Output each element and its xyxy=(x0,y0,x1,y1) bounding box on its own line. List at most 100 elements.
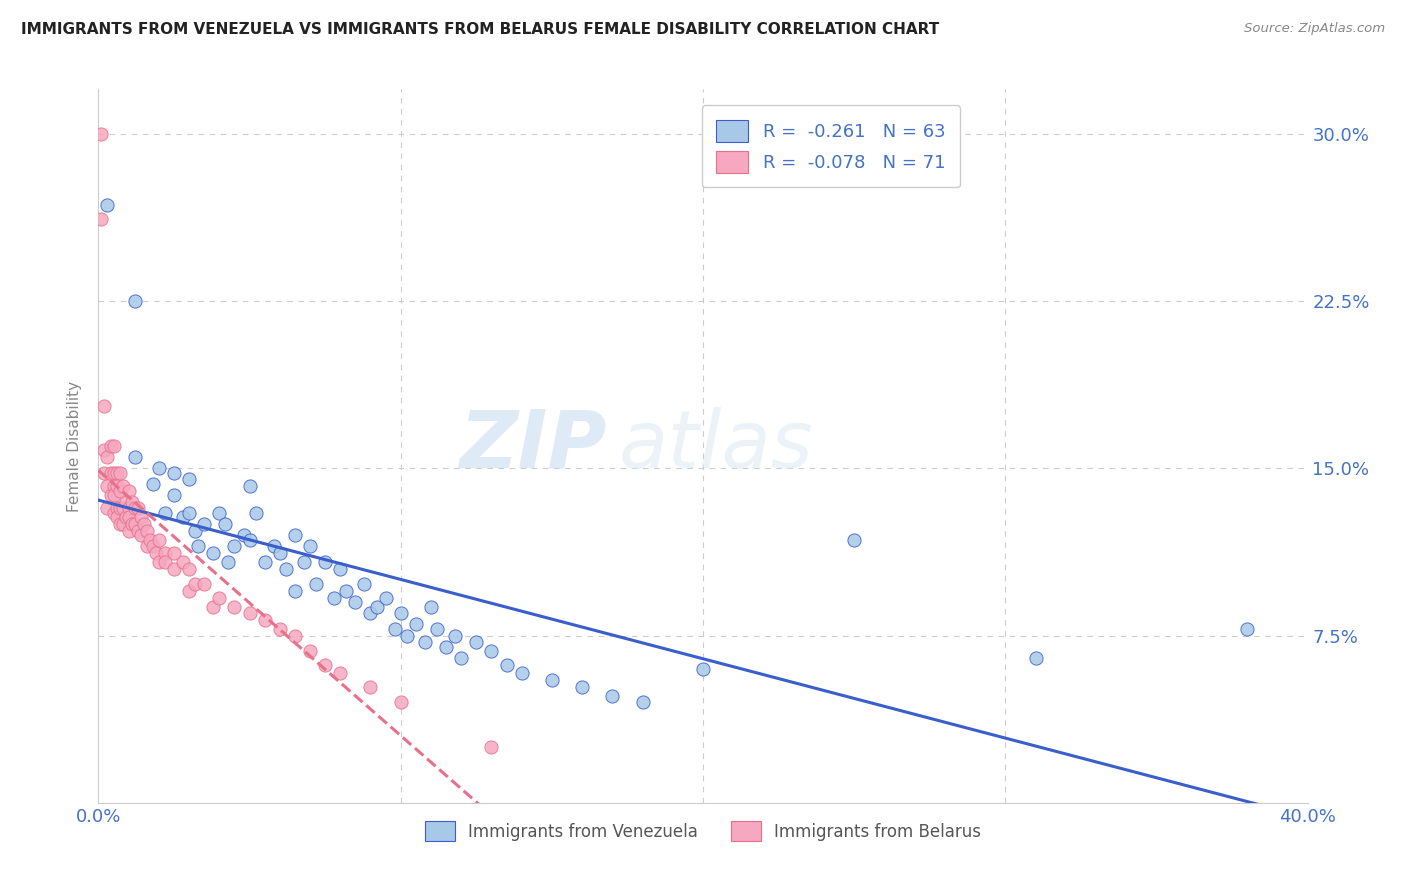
Point xyxy=(179,506,201,520)
Point xyxy=(426,622,449,636)
Point xyxy=(299,539,322,553)
Point xyxy=(129,510,152,524)
Point xyxy=(129,528,152,542)
Point xyxy=(124,501,146,516)
Point xyxy=(413,635,436,649)
Point xyxy=(111,501,134,516)
Point xyxy=(360,607,382,621)
Point xyxy=(232,528,254,542)
Point xyxy=(344,595,367,609)
Point xyxy=(389,607,412,621)
Point xyxy=(202,546,225,560)
Point xyxy=(163,562,186,576)
Point xyxy=(142,476,165,491)
Text: atlas: atlas xyxy=(619,407,813,485)
Point xyxy=(90,127,112,141)
Point xyxy=(269,546,291,560)
Point xyxy=(389,696,412,710)
Point xyxy=(93,443,115,458)
Point xyxy=(1024,651,1046,665)
Point xyxy=(172,510,194,524)
Point xyxy=(121,494,143,508)
Point xyxy=(284,583,307,598)
Point xyxy=(253,555,276,569)
Point xyxy=(263,539,285,553)
Y-axis label: Female Disability: Female Disability xyxy=(67,380,83,512)
Point xyxy=(434,640,457,654)
Point xyxy=(269,622,291,636)
Point xyxy=(105,479,128,493)
Point xyxy=(153,546,176,560)
Point xyxy=(314,657,336,672)
Point xyxy=(93,399,115,413)
Point xyxy=(465,635,488,649)
Point xyxy=(844,533,866,547)
Point xyxy=(100,466,122,480)
Text: ZIP: ZIP xyxy=(458,407,606,485)
Point xyxy=(253,613,276,627)
Point xyxy=(179,583,201,598)
Point xyxy=(335,583,357,598)
Point xyxy=(135,539,157,553)
Point xyxy=(450,651,472,665)
Point xyxy=(1236,622,1258,636)
Point xyxy=(108,466,131,480)
Point xyxy=(148,555,170,569)
Point xyxy=(284,528,307,542)
Point xyxy=(93,466,115,480)
Point xyxy=(540,673,562,687)
Point xyxy=(111,516,134,531)
Point xyxy=(118,483,141,498)
Point xyxy=(481,740,503,755)
Point xyxy=(90,211,112,226)
Point xyxy=(105,501,128,516)
Point xyxy=(121,516,143,531)
Point xyxy=(193,577,215,591)
Point xyxy=(108,501,131,516)
Point xyxy=(100,488,122,502)
Point xyxy=(96,501,118,516)
Point xyxy=(96,479,118,493)
Point xyxy=(224,539,246,553)
Point xyxy=(179,473,201,487)
Point xyxy=(602,689,624,703)
Point xyxy=(184,577,207,591)
Point xyxy=(132,516,155,531)
Point xyxy=(202,599,225,614)
Point xyxy=(692,662,714,676)
Point xyxy=(108,516,131,531)
Point xyxy=(374,591,396,605)
Point xyxy=(366,599,388,614)
Text: Source: ZipAtlas.com: Source: ZipAtlas.com xyxy=(1244,22,1385,36)
Point xyxy=(103,506,125,520)
Point xyxy=(111,479,134,493)
Text: IMMIGRANTS FROM VENEZUELA VS IMMIGRANTS FROM BELARUS FEMALE DISABILITY CORRELATI: IMMIGRANTS FROM VENEZUELA VS IMMIGRANTS … xyxy=(21,22,939,37)
Point xyxy=(329,562,352,576)
Point xyxy=(118,510,141,524)
Point xyxy=(103,466,125,480)
Point xyxy=(284,628,307,642)
Point xyxy=(163,466,186,480)
Point xyxy=(360,680,382,694)
Point xyxy=(292,555,315,569)
Point xyxy=(405,617,427,632)
Point xyxy=(145,546,167,560)
Point xyxy=(124,450,146,464)
Point xyxy=(127,524,149,538)
Point xyxy=(631,696,654,710)
Point xyxy=(172,555,194,569)
Point xyxy=(163,488,186,502)
Point xyxy=(118,501,141,516)
Point xyxy=(239,607,262,621)
Point xyxy=(114,510,136,524)
Point xyxy=(108,483,131,498)
Point xyxy=(103,488,125,502)
Point xyxy=(105,466,128,480)
Point xyxy=(179,562,201,576)
Point xyxy=(96,450,118,464)
Point xyxy=(118,524,141,538)
Point xyxy=(187,539,209,553)
Legend: Immigrants from Venezuela, Immigrants from Belarus: Immigrants from Venezuela, Immigrants fr… xyxy=(418,814,988,848)
Point xyxy=(239,479,262,493)
Point xyxy=(224,599,246,614)
